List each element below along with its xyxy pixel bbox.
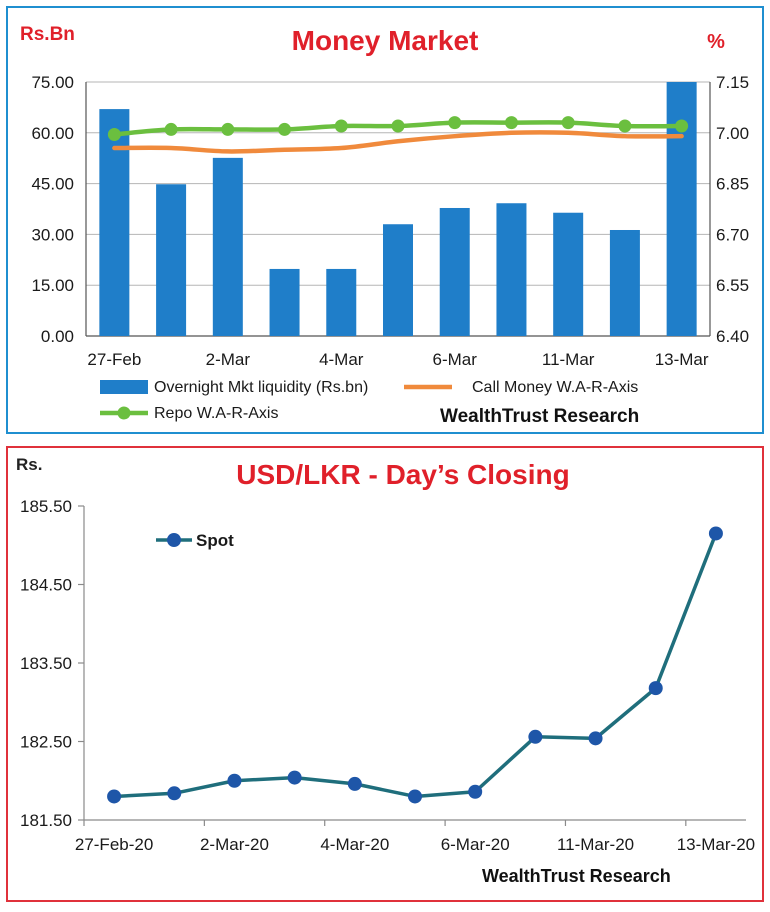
liquidity-bar	[609, 229, 640, 336]
liquidity-bar	[383, 224, 413, 336]
spot-point	[347, 776, 362, 791]
repo-point	[391, 119, 405, 133]
repo-point	[561, 116, 575, 130]
left-tick-label: 15.00	[31, 276, 74, 295]
left-tick-label: 30.00	[31, 225, 74, 244]
x-tick-label: 27-Feb-20	[75, 835, 153, 854]
legend-label-call-money: Call Money W.A-R-Axis	[472, 379, 638, 396]
spot-point	[107, 789, 122, 804]
y-axis-unit: Rs.	[16, 455, 42, 474]
liquidity-bar	[496, 203, 527, 336]
right-tick-label: 6.40	[716, 327, 749, 346]
spot-point	[468, 784, 483, 799]
chart-title: USD/LKR - Day’s Closing	[236, 459, 569, 490]
legend-swatch-liquidity	[100, 380, 148, 394]
liquidity-bar	[212, 157, 243, 336]
chart-title: Money Market	[292, 25, 479, 56]
repo-point	[504, 116, 518, 130]
repo-point	[334, 119, 348, 133]
repo-point	[164, 122, 178, 136]
legend-label-repo: Repo W.A-R-Axis	[154, 405, 278, 422]
legend-label-spot: Spot	[196, 531, 234, 550]
left-tick-label: 45.00	[31, 175, 74, 194]
repo-point	[675, 119, 689, 133]
legend-marker-spot	[167, 533, 181, 547]
x-tick-label: 11-Mar	[542, 350, 595, 369]
legend-marker-repo	[117, 406, 131, 420]
right-tick-label: 7.00	[716, 124, 749, 143]
x-tick-label: 4-Mar-20	[320, 835, 389, 854]
x-tick-label: 13-Mar-20	[677, 835, 755, 854]
x-tick-label: 27-Feb	[87, 350, 141, 369]
right-tick-label: 7.15	[716, 73, 749, 92]
right-tick-label: 6.70	[716, 225, 749, 244]
money-market-chart: Money Market Rs.Bn % 0.00 15.00 30.00 45.00 60.…	[20, 24, 749, 427]
repo-point	[221, 122, 235, 136]
legend-label-liquidity: Overnight Mkt liquidity (Rs.bn)	[154, 379, 368, 396]
repo-point	[278, 122, 292, 136]
spot-point	[227, 773, 242, 788]
liquidity-bar	[269, 268, 300, 336]
x-tick-label: 11-Mar-20	[557, 835, 634, 854]
spot-point	[287, 770, 302, 785]
x-tick-label: 13-Mar	[655, 350, 709, 369]
call-money-line	[112, 130, 684, 154]
spot-point	[408, 789, 422, 804]
y-tick-label: 182.50	[20, 733, 72, 752]
spot-point	[588, 731, 603, 746]
repo-point	[618, 119, 632, 133]
credit-text: WealthTrust Research	[482, 866, 671, 886]
right-axis-unit: %	[707, 31, 725, 53]
x-tick-label: 6-Mar	[433, 350, 478, 369]
left-tick-label: 0.00	[41, 327, 74, 346]
x-tick-label: 2-Mar-20	[200, 835, 269, 854]
left-axis-unit: Rs.Bn	[20, 24, 75, 45]
spot-point	[708, 526, 723, 541]
spot-line	[113, 532, 718, 799]
x-tick-label: 4-Mar	[319, 350, 364, 369]
credit-text: WealthTrust Research	[440, 406, 639, 427]
liquidity-bar	[99, 109, 130, 337]
repo-point	[107, 127, 121, 141]
x-tick-label: 2-Mar	[206, 350, 251, 369]
x-tick-label: 6-Mar-20	[441, 835, 510, 854]
usd-lkr-panel: USD/LKR - Day’s Closing Rs. 181.50 182.50 18…	[6, 446, 764, 902]
y-tick-label: 181.50	[20, 811, 72, 830]
right-tick-label: 6.85	[716, 175, 749, 194]
spot-point	[648, 681, 663, 696]
liquidity-bar	[553, 212, 584, 336]
spot-point	[528, 729, 543, 744]
usd-lkr-chart: USD/LKR - Day’s Closing Rs. 181.50 182.50 18…	[16, 455, 755, 886]
left-tick-label: 60.00	[31, 124, 74, 143]
money-market-panel: Money Market Rs.Bn% 0.00 15.00 30.00 45.00 60.…	[6, 6, 764, 434]
liquidity-bar	[156, 184, 187, 336]
repo-point	[448, 116, 462, 130]
right-tick-label: 6.55	[716, 276, 749, 295]
y-tick-label: 185.50	[20, 497, 72, 516]
liquidity-bar	[439, 207, 470, 336]
y-tick-label: 184.50	[20, 576, 72, 595]
left-tick-label: 75.00	[31, 73, 74, 92]
spot-point	[167, 786, 182, 801]
liquidity-bar	[326, 268, 357, 336]
y-tick-label: 183.50	[20, 654, 72, 673]
